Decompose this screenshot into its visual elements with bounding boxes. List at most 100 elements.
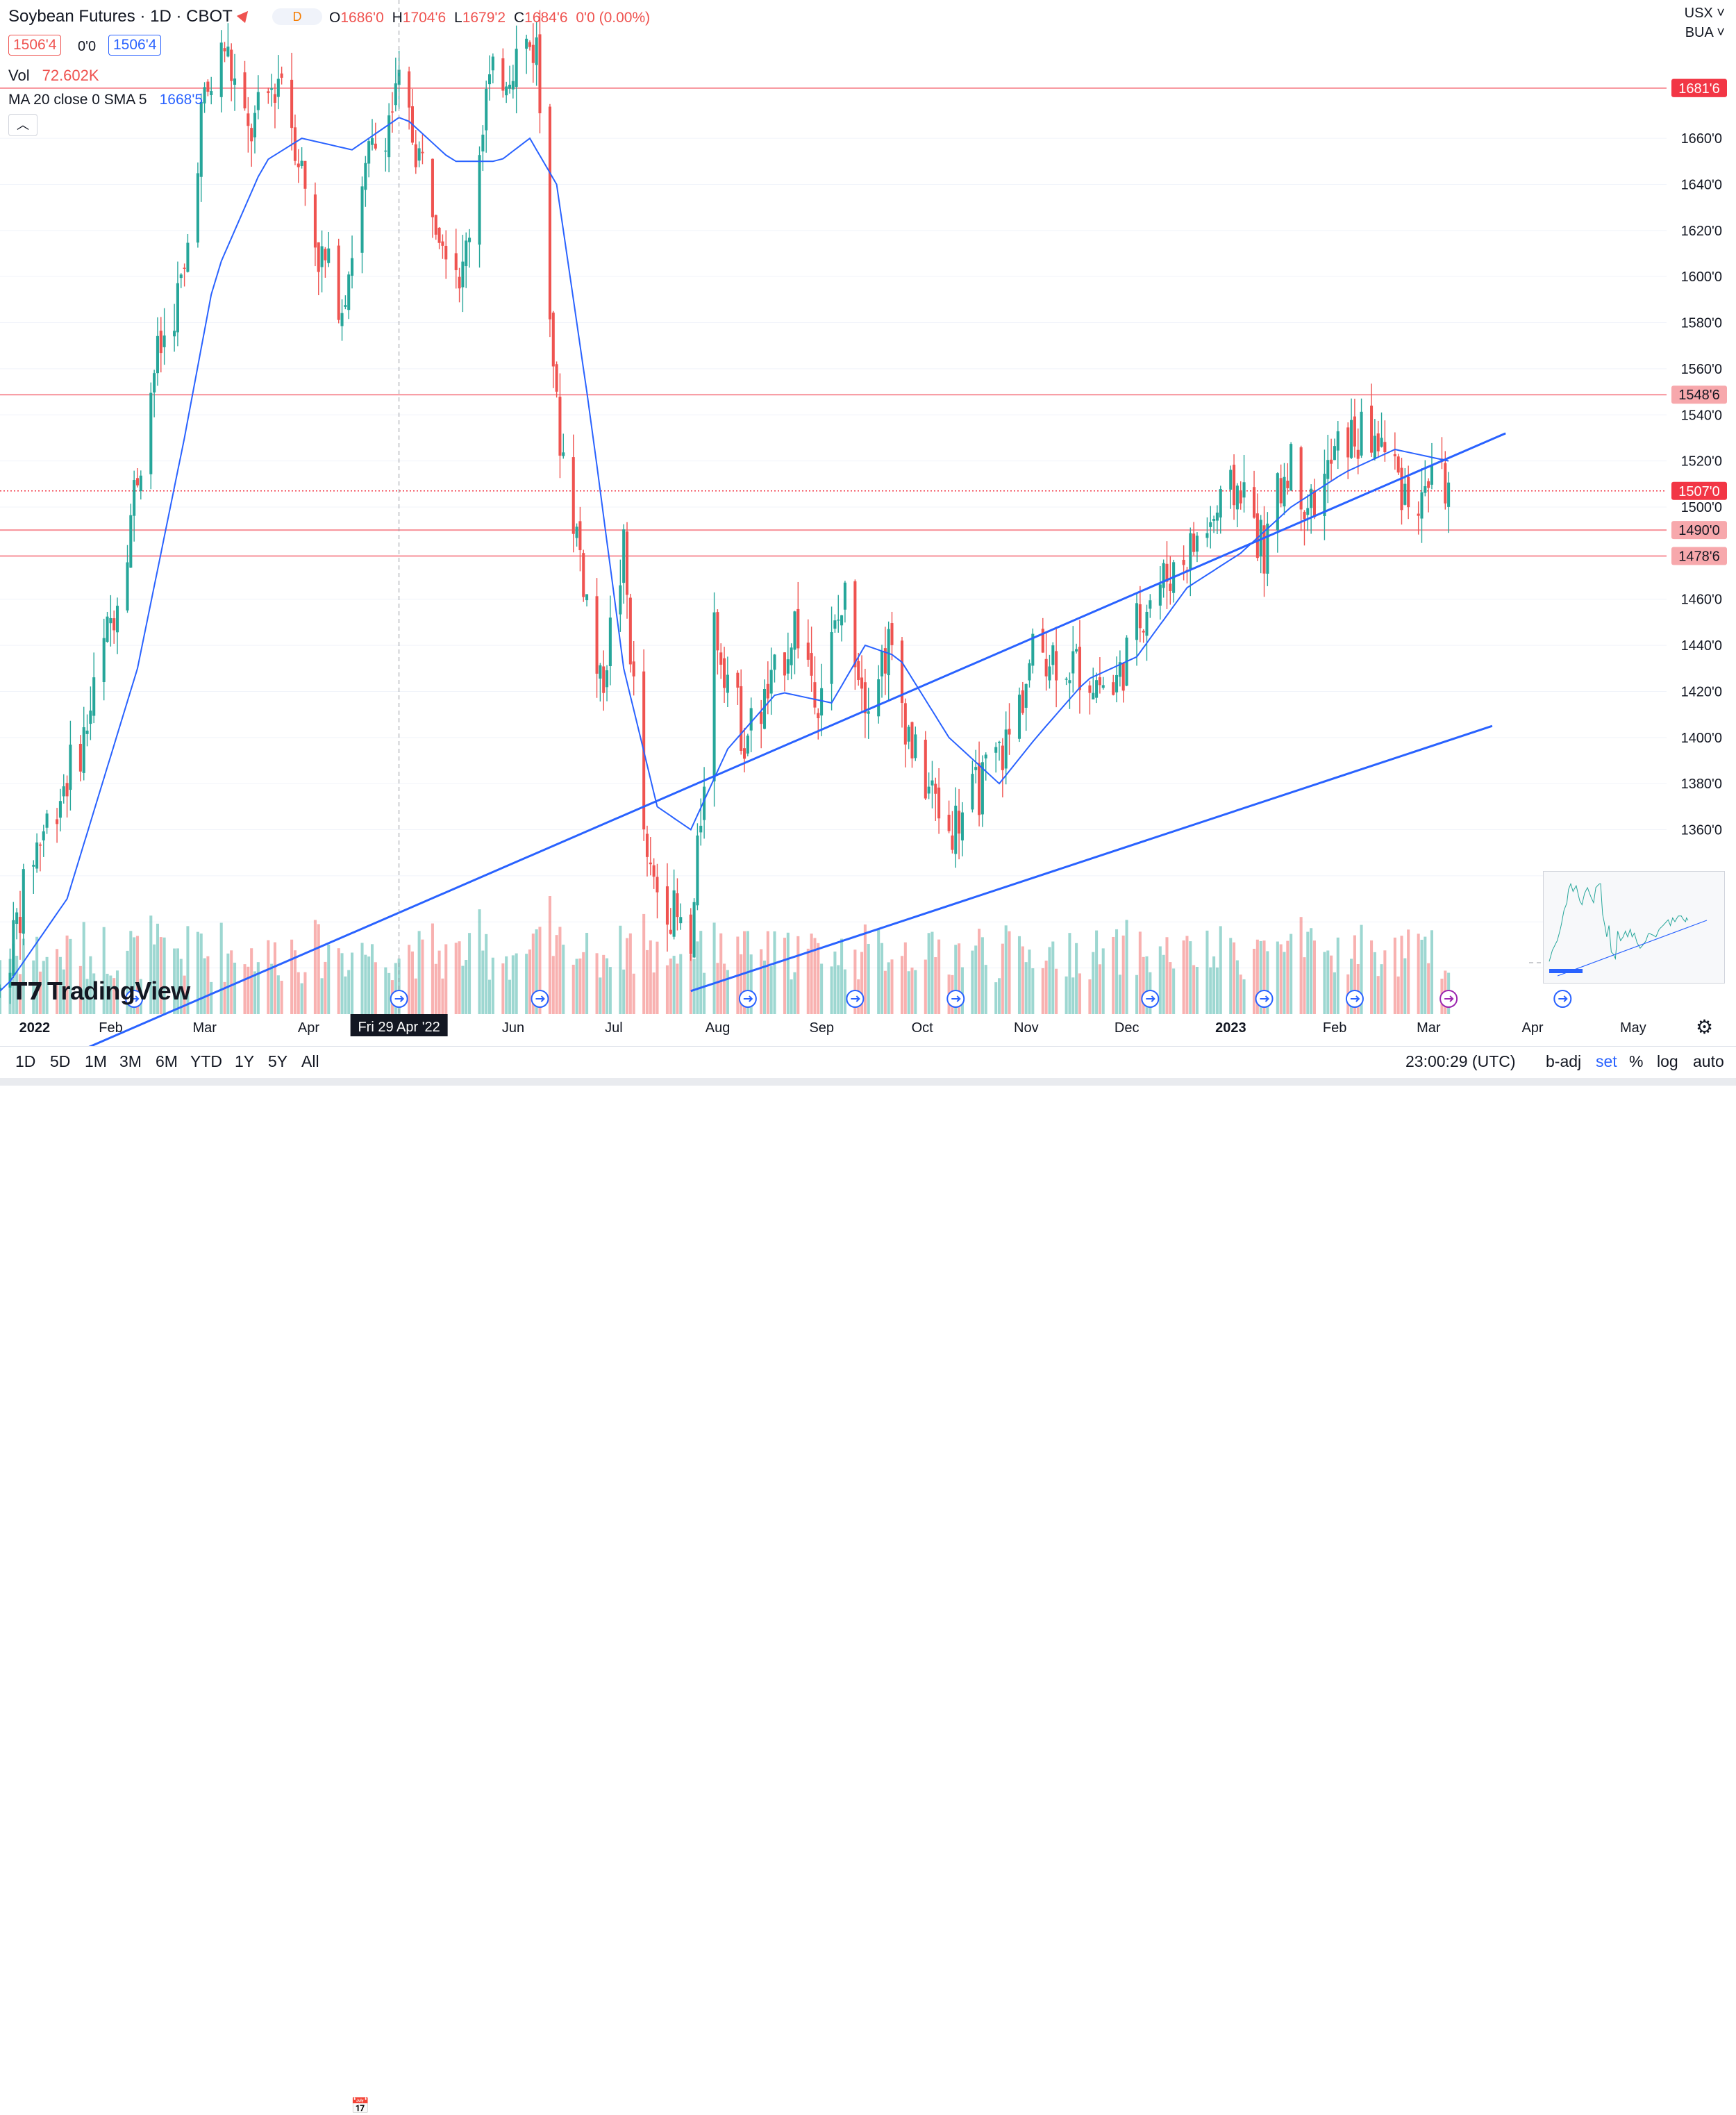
candle-body — [649, 862, 652, 865]
range-button-5y[interactable]: 5Y — [268, 1052, 288, 1070]
volume-bar — [1299, 917, 1303, 1014]
candle-body — [719, 652, 723, 665]
range-button-ytd[interactable]: YTD — [190, 1052, 222, 1070]
candlesticks — [0, 10, 1451, 1004]
candle-body — [478, 155, 481, 245]
sell-price-button[interactable]: 1506'4 — [8, 35, 62, 56]
range-button-6m[interactable]: 6M — [156, 1052, 178, 1070]
minimap-marker — [1549, 969, 1583, 973]
candle-body — [337, 245, 340, 320]
candle-body — [679, 917, 683, 924]
volume-bar — [867, 943, 870, 1014]
range-button-1m[interactable]: 1M — [85, 1052, 107, 1070]
candle-body — [210, 91, 213, 95]
buy-price-button[interactable]: 1506'4 — [108, 35, 162, 56]
event-marker-arrow — [1558, 995, 1568, 1002]
time-tick-label: Feb — [99, 1020, 122, 1036]
time-axis[interactable]: 2022 Feb Mar Apr Fri 29 Apr '22 Jun Jul Aug Sep O… — [19, 1014, 1646, 1036]
volume-bar — [247, 966, 250, 1014]
candle-body — [716, 612, 719, 651]
event-markers[interactable] — [125, 990, 1572, 1008]
volume-bar — [38, 971, 42, 1014]
volume-bar — [863, 924, 867, 1014]
option-set[interactable]: set — [1596, 1052, 1617, 1070]
volume-bar — [129, 931, 133, 1014]
candle-body — [619, 585, 622, 615]
volume-bar — [203, 958, 206, 1014]
candle-body — [219, 42, 223, 97]
option-auto[interactable]: auto — [1693, 1052, 1724, 1070]
event-arrow-icon — [1141, 990, 1160, 1008]
unit-selector[interactable]: BUA ˅ — [1685, 25, 1725, 40]
gear-icon[interactable]: ⚙ — [1696, 1016, 1714, 1038]
trendlines[interactable] — [0, 432, 1506, 1046]
volume-bar — [454, 943, 458, 1014]
symbol-title[interactable]: Soybean Futures · 1D · CBOT — [8, 7, 233, 26]
volume-bar — [887, 962, 890, 1014]
volume-bar — [1323, 952, 1326, 1014]
candle-body — [555, 364, 558, 392]
option-percent[interactable]: % — [1629, 1052, 1644, 1070]
volume-bar — [156, 923, 159, 1014]
candle-body — [508, 84, 512, 89]
candle-body — [582, 553, 585, 597]
range-button-3m[interactable]: 3M — [119, 1052, 142, 1070]
volume-bar — [930, 931, 934, 1014]
interval-badge[interactable]: D — [272, 8, 322, 25]
volume-bar — [1380, 964, 1383, 1014]
volume-bar — [672, 956, 676, 1014]
candle-body — [501, 58, 505, 91]
candle-body — [1138, 604, 1142, 629]
candle-body — [89, 711, 92, 724]
candle-body — [1356, 449, 1360, 459]
candle-body — [578, 521, 582, 551]
collapse-legend-button[interactable]: ︿ — [8, 114, 37, 136]
horizontal-lines[interactable] — [0, 87, 1667, 557]
candle-body — [465, 240, 468, 267]
currency-selector[interactable]: USX ˅ — [1684, 6, 1725, 21]
chart-canvas[interactable]: 1660'0 1640'0 1620'0 1600'0 1580'0 1560'0 1540… — [0, 0, 1736, 1046]
range-button-1d[interactable]: 1D — [15, 1052, 36, 1070]
candle-body — [458, 276, 461, 289]
volume-bar — [692, 959, 696, 1014]
price-axis[interactable]: 1660'0 1640'0 1620'0 1600'0 1580'0 1560'0 1540… — [1667, 0, 1736, 1014]
range-button-1y[interactable]: 1Y — [235, 1052, 255, 1070]
candle-body — [840, 615, 844, 626]
volume-bar — [1350, 959, 1353, 1014]
volume-bar — [313, 920, 317, 1014]
price-label: 1507'0 — [1671, 481, 1727, 500]
price-tick-label: 1420'0 — [1681, 684, 1722, 699]
volume-bar — [535, 929, 538, 1014]
ma-legend[interactable]: MA 20 close 0 SMA 5 1668'5 — [8, 92, 203, 108]
candle-body — [511, 81, 515, 90]
tradingview-logo[interactable]: 𝗧𝟳 TradingView — [11, 977, 190, 1006]
candle-body — [468, 238, 471, 242]
calendar-icon[interactable]: 📅 — [351, 2097, 370, 2114]
candle-body — [883, 648, 887, 674]
candle-body — [78, 743, 82, 772]
option-b-adj[interactable]: b-adj — [1546, 1052, 1582, 1070]
volume-bar — [1427, 963, 1430, 1014]
ohlc-values: O1686'0 H1704'6 L1679'2 C1684'6 0'0 (0.0… — [329, 10, 654, 26]
low-label: L — [454, 10, 462, 26]
volume-bar — [1276, 941, 1279, 1014]
range-button-all[interactable]: All — [301, 1052, 319, 1070]
candle-body — [441, 241, 444, 246]
candle-body — [1376, 433, 1380, 451]
minimap-trendline — [1557, 920, 1708, 977]
candle-body — [860, 677, 864, 689]
volume-bar — [649, 940, 652, 1014]
candle-body — [1051, 645, 1055, 665]
candle-body — [1336, 431, 1339, 451]
volume-bar — [900, 956, 904, 1014]
volume-bar — [1310, 928, 1313, 1014]
chart-minimap[interactable] — [1543, 871, 1725, 984]
price-tick-label: 1520'0 — [1681, 454, 1722, 470]
option-log[interactable]: log — [1657, 1052, 1678, 1070]
clock-time[interactable]: 23:00:29 (UTC) — [1405, 1052, 1516, 1070]
candle-body — [112, 618, 116, 631]
candle-body — [625, 531, 629, 595]
range-button-5d[interactable]: 5D — [50, 1052, 71, 1070]
candle-body — [1447, 482, 1451, 507]
volume-legend[interactable]: Vol 72.602K — [8, 67, 99, 85]
